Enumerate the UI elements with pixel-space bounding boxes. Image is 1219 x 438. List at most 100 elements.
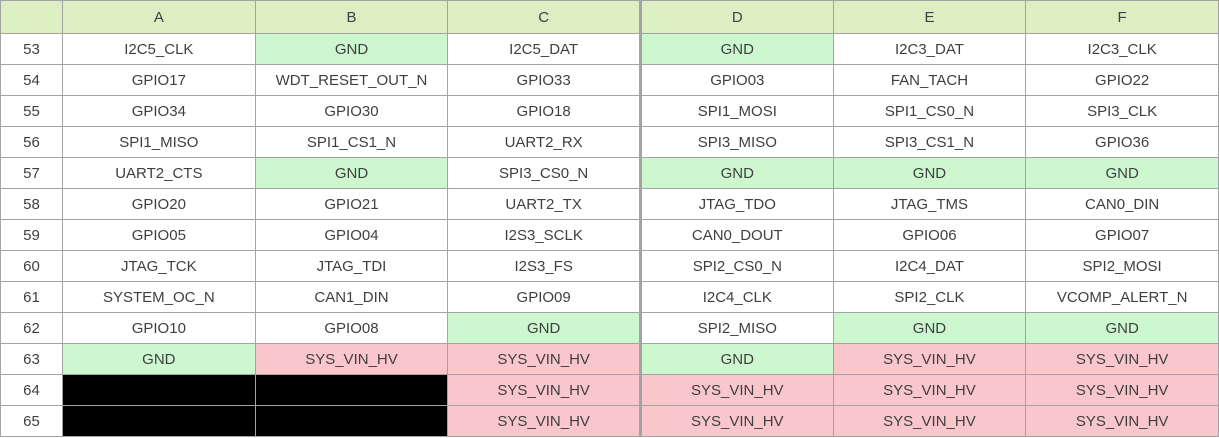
cell-F64[interactable]: SYS_VIN_HV (1025, 374, 1219, 406)
cell-C61[interactable]: GPIO09 (447, 281, 641, 313)
column-header-A[interactable]: A (62, 0, 256, 34)
cell-D55[interactable]: SPI1_MOSI (638, 95, 834, 127)
row-header-63[interactable]: 63 (0, 343, 63, 375)
cell-F57[interactable]: GND (1025, 157, 1219, 189)
row-header-57[interactable]: 57 (0, 157, 63, 189)
cell-D58[interactable]: JTAG_TDO (638, 188, 834, 220)
column-header-F[interactable]: F (1025, 0, 1219, 34)
cell-D63[interactable]: GND (638, 343, 834, 375)
cell-D56[interactable]: SPI3_MISO (638, 126, 834, 158)
column-header-D[interactable]: D (638, 0, 834, 34)
cell-B64[interactable] (254, 374, 449, 406)
cell-D62[interactable]: SPI2_MISO (638, 312, 834, 344)
row-header-56[interactable]: 56 (0, 126, 63, 158)
cell-F58[interactable]: CAN0_DIN (1025, 188, 1219, 220)
cell-E59[interactable]: GPIO06 (832, 219, 1027, 251)
cell-D57[interactable]: GND (638, 157, 834, 189)
cell-A61[interactable]: SYSTEM_OC_N (62, 281, 256, 313)
cell-A57[interactable]: UART2_CTS (62, 157, 256, 189)
cell-F55[interactable]: SPI3_CLK (1025, 95, 1219, 127)
cell-D61[interactable]: I2C4_CLK (638, 281, 834, 313)
cell-E56[interactable]: SPI3_CS1_N (832, 126, 1027, 158)
cell-D59[interactable]: CAN0_DOUT (638, 219, 834, 251)
sheet-row-63: 63 GND SYS_VIN_HV SYS_VIN_HV GND SYS_VIN_HV SY… (0, 343, 1219, 375)
cell-D54[interactable]: GPIO03 (638, 64, 834, 96)
row-header-59[interactable]: 59 (0, 219, 63, 251)
row-header-65[interactable]: 65 (0, 405, 63, 437)
row-header-54[interactable]: 54 (0, 64, 63, 96)
cell-B55[interactable]: GPIO30 (254, 95, 449, 127)
cell-B61[interactable]: CAN1_DIN (254, 281, 449, 313)
cell-A60[interactable]: JTAG_TCK (62, 250, 256, 282)
cell-F60[interactable]: SPI2_MOSI (1025, 250, 1219, 282)
cell-B65[interactable] (254, 405, 449, 437)
cell-F53[interactable]: I2C3_CLK (1025, 33, 1219, 65)
cell-C56[interactable]: UART2_RX (447, 126, 641, 158)
cell-F61[interactable]: VCOMP_ALERT_N (1025, 281, 1219, 313)
cell-E58[interactable]: JTAG_TMS (832, 188, 1027, 220)
column-header-C[interactable]: C (447, 0, 641, 34)
cell-C57[interactable]: SPI3_CS0_N (447, 157, 641, 189)
cell-A62[interactable]: GPIO10 (62, 312, 256, 344)
row-header-60[interactable]: 60 (0, 250, 63, 282)
cell-B62[interactable]: GPIO08 (254, 312, 449, 344)
cell-A53[interactable]: I2C5_CLK (62, 33, 256, 65)
cell-A58[interactable]: GPIO20 (62, 188, 256, 220)
row-header-55[interactable]: 55 (0, 95, 63, 127)
cell-C62[interactable]: GND (447, 312, 641, 344)
column-header-E[interactable]: E (832, 0, 1027, 34)
cell-C59[interactable]: I2S3_SCLK (447, 219, 641, 251)
cell-E62[interactable]: GND (832, 312, 1027, 344)
cell-E64[interactable]: SYS_VIN_HV (832, 374, 1027, 406)
cell-C65[interactable]: SYS_VIN_HV (447, 405, 641, 437)
cell-C54[interactable]: GPIO33 (447, 64, 641, 96)
cell-F63[interactable]: SYS_VIN_HV (1025, 343, 1219, 375)
cell-E55[interactable]: SPI1_CS0_N (832, 95, 1027, 127)
cell-C60[interactable]: I2S3_FS (447, 250, 641, 282)
row-header-62[interactable]: 62 (0, 312, 63, 344)
select-all-corner-cell[interactable] (0, 0, 63, 34)
cell-E54[interactable]: FAN_TACH (832, 64, 1027, 96)
cell-A65[interactable] (62, 405, 256, 437)
cell-E63[interactable]: SYS_VIN_HV (832, 343, 1027, 375)
row-header-64[interactable]: 64 (0, 374, 63, 406)
cell-E60[interactable]: I2C4_DAT (832, 250, 1027, 282)
row-header-58[interactable]: 58 (0, 188, 63, 220)
cell-F59[interactable]: GPIO07 (1025, 219, 1219, 251)
cell-B56[interactable]: SPI1_CS1_N (254, 126, 449, 158)
cell-D64[interactable]: SYS_VIN_HV (638, 374, 834, 406)
cell-B59[interactable]: GPIO04 (254, 219, 449, 251)
cell-F65[interactable]: SYS_VIN_HV (1025, 405, 1219, 437)
cell-A55[interactable]: GPIO34 (62, 95, 256, 127)
cell-C64[interactable]: SYS_VIN_HV (447, 374, 641, 406)
cell-C63[interactable]: SYS_VIN_HV (447, 343, 641, 375)
cell-E53[interactable]: I2C3_DAT (832, 33, 1027, 65)
row-header-53[interactable]: 53 (0, 33, 63, 65)
cell-B54[interactable]: WDT_RESET_OUT_N (254, 64, 449, 96)
cell-B53[interactable]: GND (254, 33, 449, 65)
cell-E61[interactable]: SPI2_CLK (832, 281, 1027, 313)
cell-A56[interactable]: SPI1_MISO (62, 126, 256, 158)
cell-F54[interactable]: GPIO22 (1025, 64, 1219, 96)
row-header-61[interactable]: 61 (0, 281, 63, 313)
cell-B60[interactable]: JTAG_TDI (254, 250, 449, 282)
cell-A64[interactable] (62, 374, 256, 406)
cell-A63[interactable]: GND (62, 343, 256, 375)
cell-F56[interactable]: GPIO36 (1025, 126, 1219, 158)
cell-D65[interactable]: SYS_VIN_HV (638, 405, 834, 437)
cell-B63[interactable]: SYS_VIN_HV (254, 343, 449, 375)
sheet-row-65: 65 SYS_VIN_HV SYS_VIN_HV SYS_VIN_HV SYS_VIN_… (0, 405, 1219, 437)
cell-A59[interactable]: GPIO05 (62, 219, 256, 251)
cell-E65[interactable]: SYS_VIN_HV (832, 405, 1027, 437)
cell-F62[interactable]: GND (1025, 312, 1219, 344)
cell-C58[interactable]: UART2_TX (447, 188, 641, 220)
cell-A54[interactable]: GPIO17 (62, 64, 256, 96)
cell-B58[interactable]: GPIO21 (254, 188, 449, 220)
cell-E57[interactable]: GND (832, 157, 1027, 189)
cell-C53[interactable]: I2C5_DAT (447, 33, 641, 65)
cell-D60[interactable]: SPI2_CS0_N (638, 250, 834, 282)
cell-B57[interactable]: GND (254, 157, 449, 189)
column-header-B[interactable]: B (254, 0, 449, 34)
cell-D53[interactable]: GND (638, 33, 834, 65)
cell-C55[interactable]: GPIO18 (447, 95, 641, 127)
